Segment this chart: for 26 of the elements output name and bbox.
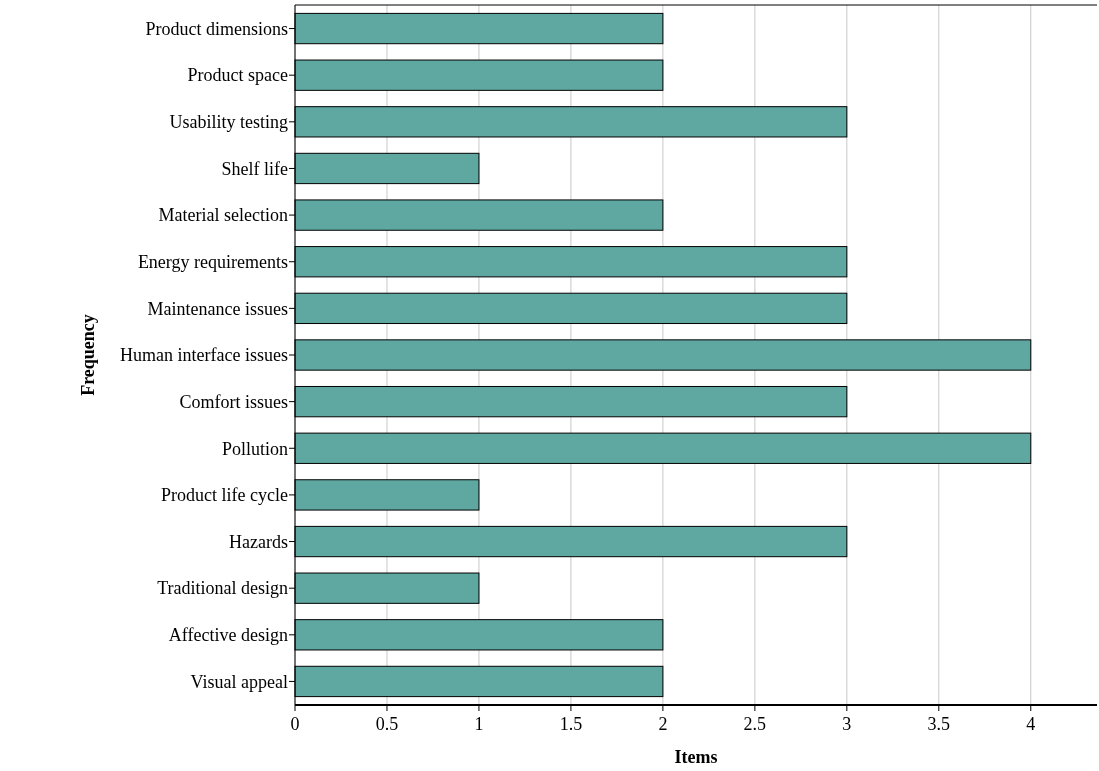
y-tick-label: Visual appeal [190,671,288,692]
y-tick-label: Product life cycle [161,485,289,506]
y-tick-label: Affective design [168,625,288,646]
x-tick-label: 0.5 [375,714,399,734]
y-tick-label: Pollution [221,438,288,459]
x-tick-label: 1 [474,714,484,734]
y-tick-label: Hazards [229,531,288,552]
y-tick-label: Product dimensions [145,18,288,39]
x-tick-label: 2.5 [743,714,767,734]
x-tick-label: 4 [1026,714,1036,734]
y-tick-label: Material selection [158,205,288,226]
y-tick-label: Usability testing [169,112,288,133]
y-tick-label: Traditional design [157,578,288,599]
y-tick-label: Comfort issues [179,391,288,412]
x-tick-label: 1.5 [559,714,583,734]
y-tick-label: Shelf life [221,158,289,179]
x-axis-title: Items [674,747,718,767]
y-tick-label: Product space [187,65,289,86]
x-tick-label: 2 [658,714,668,734]
y-tick-label: Maintenance issues [147,298,288,319]
y-tick-label: Human interface issues [120,345,288,366]
x-tick-label: 0 [290,714,300,734]
x-tick-label: 3.5 [927,714,951,734]
y-axis-title: Frequency [77,314,98,396]
y-tick-label: Energy requirements [137,252,288,273]
x-tick-label: 3 [842,714,852,734]
